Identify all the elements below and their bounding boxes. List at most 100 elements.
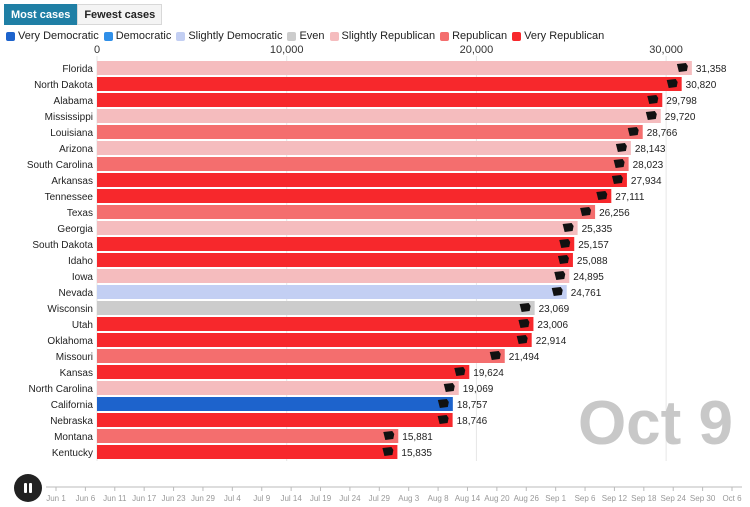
value-label: 25,157 <box>578 240 609 251</box>
state-shape-icon <box>443 383 455 392</box>
state-label: South Dakota <box>32 240 93 251</box>
timeline-label: Jul 24 <box>339 494 361 503</box>
value-label: 18,757 <box>457 400 488 411</box>
state-shape-icon <box>554 271 566 280</box>
bar <box>97 189 612 203</box>
legend-label: Slightly Democratic <box>188 30 283 42</box>
legend-swatch <box>329 31 339 41</box>
timeline-label: Aug 8 <box>428 494 449 503</box>
state-shape-icon <box>647 95 659 104</box>
value-label: 27,111 <box>615 192 645 203</box>
timeline-label: Jun 6 <box>76 494 96 503</box>
timeline-label: Jun 11 <box>103 494 127 503</box>
state-label: Alabama <box>54 96 94 107</box>
bar <box>97 269 570 283</box>
legend-item-democratic: Democratic <box>103 30 172 42</box>
value-label: 23,006 <box>537 320 568 331</box>
state-label: Montana <box>54 432 93 443</box>
x-tick-label: 0 <box>94 44 100 56</box>
state-label: Florida <box>62 64 93 75</box>
legend-swatch <box>512 31 522 41</box>
state-label: Arkansas <box>51 176 93 187</box>
state-shape-icon <box>676 63 688 72</box>
value-label: 23,069 <box>539 304 570 315</box>
timeline-label: Jul 4 <box>224 494 241 503</box>
state-shape-icon <box>519 303 531 312</box>
state-label: South Carolina <box>27 160 94 171</box>
state-label: Kentucky <box>52 448 93 459</box>
bar <box>97 77 682 91</box>
state-label: Arizona <box>59 144 93 155</box>
state-shape-icon <box>557 255 569 264</box>
pause-button[interactable] <box>14 474 42 502</box>
state-shape-icon <box>562 223 574 232</box>
timeline-label: Sep 6 <box>575 494 596 503</box>
bar <box>97 157 629 171</box>
state-shape-icon <box>596 191 608 200</box>
state-label: Tennessee <box>45 192 94 203</box>
legend-item-very-republican: Very Republican <box>512 30 604 42</box>
legend-label: Democratic <box>115 30 172 42</box>
value-label: 28,143 <box>635 144 666 155</box>
state-shape-icon <box>382 447 394 456</box>
legend-label: Very Republican <box>524 30 605 42</box>
value-label: 18,746 <box>457 416 488 427</box>
timeline-label: Sep 30 <box>690 494 716 503</box>
state-shape-icon <box>516 335 528 344</box>
tab-most-cases[interactable]: Most cases <box>4 4 78 25</box>
state-label: North Dakota <box>34 80 93 91</box>
state-shape-icon <box>454 367 466 376</box>
state-shape-icon <box>437 399 449 408</box>
value-label: 19,069 <box>463 384 494 395</box>
state-shape-icon <box>559 239 571 248</box>
state-label: Oklahoma <box>47 336 93 347</box>
state-label: Nevada <box>59 288 94 299</box>
bar <box>97 445 398 459</box>
value-label: 26,256 <box>599 208 630 219</box>
value-label: 28,766 <box>647 128 678 139</box>
state-shape-icon <box>551 287 563 296</box>
state-label: Louisiana <box>50 128 93 139</box>
bar <box>97 93 663 107</box>
bar <box>97 61 692 75</box>
timeline-label: Jul 14 <box>280 494 302 503</box>
timeline-label: Aug 14 <box>455 494 481 503</box>
legend-swatch <box>176 31 186 41</box>
legend-swatch <box>6 31 15 41</box>
bar <box>97 237 575 251</box>
value-label: 25,088 <box>577 256 608 267</box>
timeline-label: Sep 1 <box>545 494 566 503</box>
x-tick-label: 10,000 <box>270 44 304 56</box>
state-shape-icon <box>437 415 449 424</box>
bar <box>97 125 643 139</box>
value-label: 15,881 <box>402 432 433 443</box>
state-label: Utah <box>72 320 93 331</box>
value-label: 19,624 <box>473 368 504 379</box>
bar <box>97 381 459 395</box>
legend-item-even: Even <box>287 30 325 42</box>
state-label: Nebraska <box>50 416 93 427</box>
value-label: 24,761 <box>571 288 602 299</box>
state-shape-icon <box>518 319 530 328</box>
state-label: Kansas <box>60 368 93 379</box>
legend-label: Slightly Republican <box>341 30 436 42</box>
state-label: Georgia <box>57 224 93 235</box>
bar <box>97 301 535 315</box>
legend-swatch <box>287 31 297 41</box>
value-label: 30,820 <box>686 80 717 91</box>
tab-fewest-cases[interactable]: Fewest cases <box>77 4 163 25</box>
value-label: 29,720 <box>665 112 696 123</box>
state-shape-icon <box>615 143 627 152</box>
timeline-label: Jul 9 <box>253 494 270 503</box>
value-label: 15,835 <box>401 448 432 459</box>
bar <box>97 317 534 331</box>
timeline-label: Aug 26 <box>514 494 540 503</box>
x-tick-label: 20,000 <box>460 44 494 56</box>
legend-swatch <box>103 31 113 41</box>
bar <box>97 429 399 443</box>
state-shape-icon <box>489 351 501 360</box>
state-label: Missouri <box>56 352 93 363</box>
value-label: 27,934 <box>631 176 662 187</box>
state-shape-icon <box>580 207 592 216</box>
